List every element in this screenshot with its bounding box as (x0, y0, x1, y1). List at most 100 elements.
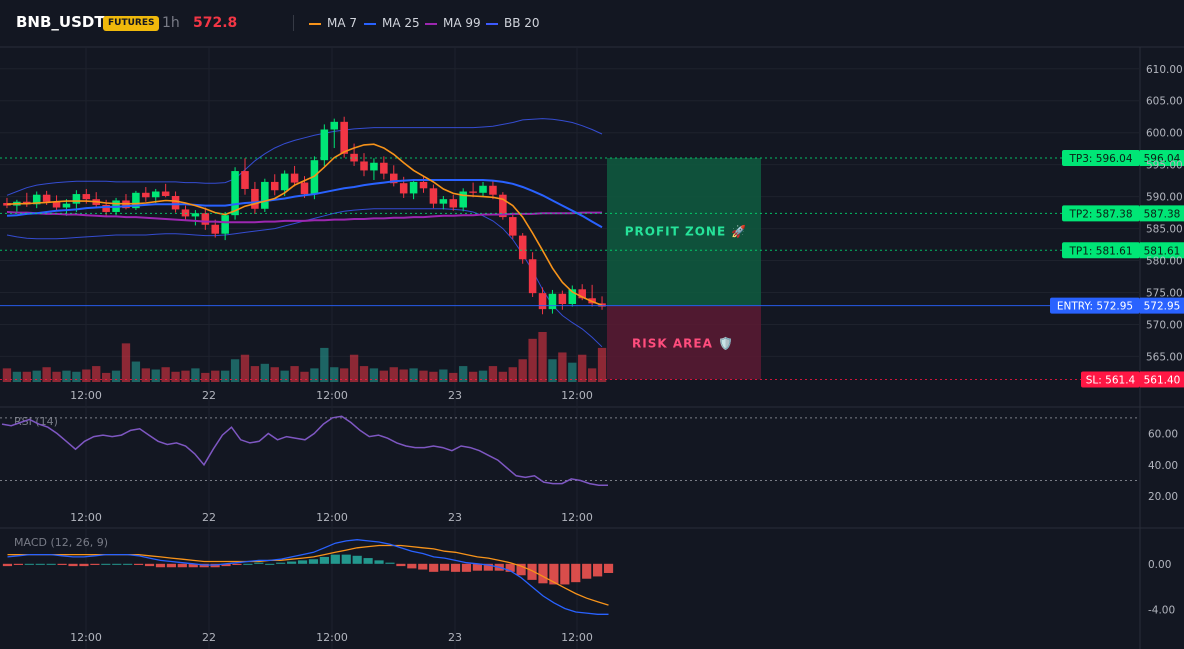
level-tag[interactable] (1062, 242, 1140, 259)
candle (32, 191, 41, 209)
candle (13, 199, 21, 212)
macd-histogram-bar (112, 563, 122, 565)
volume-bar (548, 359, 557, 382)
volume-bar (101, 372, 111, 382)
candle-body (201, 213, 210, 225)
macd-histogram-bar (396, 563, 406, 567)
symbol-name[interactable]: BNB_USDT (16, 13, 105, 31)
legend-ma99[interactable]: MA 99 (425, 16, 481, 30)
level-tag[interactable] (1062, 205, 1140, 222)
macd-histogram-bar (188, 563, 198, 568)
candle (538, 287, 547, 315)
candle-body (399, 183, 408, 194)
macd-histogram-bar (330, 554, 340, 564)
candle-body (558, 293, 567, 305)
time-tick-label: 12:00 (561, 389, 593, 402)
legend-ma25[interactable]: MA 25 (364, 16, 420, 30)
macd-histogram-bar (90, 563, 100, 565)
volume-bar (568, 362, 577, 382)
candle-body (459, 191, 467, 208)
macd-histogram-bar (308, 559, 319, 564)
price-tick-label: 580.00 (1146, 256, 1183, 268)
macd-histogram-bar (166, 563, 176, 568)
macd-histogram-bar (385, 562, 395, 564)
macd-histogram-bar (134, 563, 144, 565)
volume-bar (230, 359, 240, 382)
candle (548, 289, 557, 314)
volume-bar (528, 338, 537, 382)
volume-bar (478, 370, 488, 382)
legend-ma7[interactable]: MA 7 (309, 16, 357, 30)
macd-histogram-bar (2, 563, 13, 567)
volume-bar (161, 367, 170, 382)
level-tag-label: TP1: 581.61 (1068, 245, 1132, 257)
candle (479, 181, 487, 196)
level-tag[interactable] (1081, 371, 1140, 388)
candle (449, 194, 458, 211)
volume-bar (468, 371, 478, 382)
candle (489, 181, 497, 200)
volume-bar (597, 347, 607, 382)
volume-bar (300, 371, 309, 382)
macd-histogram-bar (13, 563, 23, 565)
volume-bar (340, 368, 349, 382)
level-axis-value: 581.61 (1144, 245, 1181, 257)
macd-histogram-bar (101, 563, 111, 565)
volume-bar (181, 370, 190, 382)
candle-body (310, 160, 319, 195)
candle (528, 252, 537, 297)
legend-ma99-label: MA 99 (443, 16, 481, 30)
legend-bb20[interactable]: BB 20 (486, 16, 540, 30)
macd-histogram-bar (265, 563, 275, 565)
macd-histogram-bar (254, 562, 264, 564)
level-tag[interactable] (1062, 150, 1140, 167)
level-axis-value: 561.40 (1144, 374, 1181, 386)
level-axis-badge (1140, 371, 1184, 388)
level-tag[interactable] (1050, 297, 1140, 314)
volume-bar (409, 368, 418, 382)
ma7-swatch (309, 22, 321, 25)
price-tick-label: 570.00 (1146, 319, 1183, 331)
candle (270, 174, 279, 196)
candle-body (330, 121, 339, 130)
candle-body (370, 162, 378, 171)
volume-bar (379, 370, 389, 382)
candle-body (489, 185, 497, 195)
grid (0, 48, 1140, 649)
candle-body (409, 181, 418, 194)
candle (171, 191, 180, 213)
volume-bar (62, 370, 71, 382)
macd-histogram-bar (35, 563, 45, 565)
candle (370, 158, 378, 181)
timeframe-label[interactable]: 1h (162, 15, 180, 31)
candle (330, 118, 339, 149)
macd-histogram-bar (155, 563, 166, 568)
volume-bar (42, 367, 51, 382)
volume-bar (578, 354, 587, 382)
candle (429, 184, 438, 209)
candle-body (251, 188, 259, 209)
profit-zone-label: PROFIT ZONE 🚀 (625, 224, 748, 238)
macd-histogram-bar (243, 563, 253, 565)
time-tick-label: 23 (448, 631, 462, 644)
candle (191, 210, 200, 226)
macd-histogram-bar (374, 560, 384, 564)
risk-zone (607, 305, 761, 380)
macd-histogram-bar (472, 563, 482, 571)
level-tag-label: ENTRY: 572.95 (1057, 301, 1133, 313)
legend-bb20-label: BB 20 (504, 16, 540, 30)
price-levels: TP3: 596.04 596.04 TP2: 587.38 587.38 TP1: 5… (0, 150, 1184, 388)
volume-bar (121, 343, 131, 382)
candle-body (280, 173, 289, 191)
candle-body (578, 289, 586, 299)
macd-histogram-bar (407, 563, 417, 569)
time-tick-label: 12:00 (70, 511, 102, 524)
level-axis-badge (1140, 205, 1184, 222)
candle (251, 181, 259, 214)
chart-header: BNB_USDT FUTURES 1h 572.8 MA 7 MA 25 MA … (0, 0, 1184, 46)
candle-body (499, 194, 507, 218)
candle (161, 183, 170, 198)
macd-histogram-bar (79, 563, 89, 567)
volume-bar (459, 366, 468, 382)
